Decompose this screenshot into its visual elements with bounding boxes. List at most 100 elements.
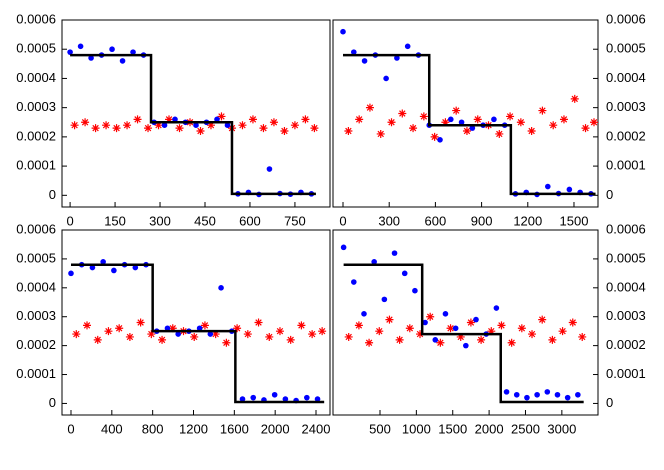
blue-point [491,116,497,123]
red-star [495,129,504,138]
red-star [549,121,558,130]
blue-point [304,394,310,401]
red-star [259,124,268,133]
blue-point [412,287,418,294]
red-star [409,124,418,133]
red-star [538,315,547,324]
plot-frame [61,229,331,416]
blue-point [469,125,476,131]
x-tick-label: 1200 [179,421,208,436]
red-star [165,115,174,124]
blue-point [130,49,136,55]
y-tick-label: 0.0005 [16,250,56,265]
x-tick-label: 1000 [402,421,431,436]
plot-frame [61,19,331,208]
red-star [200,321,209,330]
red-star [477,335,486,344]
blue-point [89,264,96,271]
red-star [222,338,231,347]
y-tick-label: 0.0002 [16,128,56,143]
red-star [72,330,81,339]
x-tick-label: 2400 [302,421,331,436]
x-tick-label: 600 [239,213,261,228]
red-star [355,115,364,124]
x-tick-label: 1600 [220,421,249,436]
red-star [238,121,247,130]
red-star [93,335,102,344]
blue-point [350,49,357,55]
red-star [297,321,306,330]
y-tick-label: 0.0002 [606,337,646,352]
blue-point [394,55,400,61]
blue-point [196,325,203,332]
red-star [385,315,394,324]
x-tick-label: 0 [339,213,346,228]
x-tick-label: 150 [104,213,126,228]
red-star [452,106,461,115]
step-line [70,263,325,404]
red-star [538,106,547,115]
y-tick-label: 0.0001 [606,366,646,381]
blue-point [111,267,117,274]
blue-point [524,394,530,401]
blue-point [473,316,479,323]
y-tick-label: 0.0005 [606,41,646,56]
red-star [133,115,142,124]
red-star [344,127,353,136]
red-star [507,338,516,347]
blue-point [218,285,224,291]
red-star [280,127,289,136]
blue-point [119,58,126,64]
blue-point [161,122,168,128]
red-star [275,327,284,336]
red-star [154,121,163,130]
y-tick-label: 0 [49,395,56,410]
blue-point [340,244,347,251]
blue-point [575,391,581,398]
blue-point [493,305,500,311]
blue-point [422,319,428,326]
y-tick-label: 0.0005 [16,41,56,56]
x-tick-label: 300 [149,213,171,228]
x-tick-label: 1200 [513,213,542,228]
x-tick-label: 300 [378,213,400,228]
x-tick-label: 900 [471,213,493,228]
x-tick-label: 400 [101,421,123,436]
plot-frame [332,229,599,416]
blue-point [266,166,273,172]
red-star [265,332,274,341]
red-star [115,324,124,333]
y-tick-label: 0.0001 [16,366,56,381]
blue-point [271,391,278,398]
x-tick-label: 750 [284,213,306,228]
red-star [517,324,526,333]
x-tick-label: 450 [194,213,216,228]
red-star [570,94,579,103]
blue-point [207,331,214,337]
red-star [516,118,525,127]
red-star [568,318,577,327]
step-line [70,53,316,196]
x-tick-label: 3000 [547,421,576,436]
blue-point [193,122,199,128]
y-tick-label: 0.0002 [606,128,646,143]
blue-point [164,325,171,332]
blue-point [391,250,398,256]
red-star [441,118,450,127]
red-star [398,109,407,118]
blue-point [404,43,411,50]
blue-point [442,311,449,317]
red-star [527,127,536,136]
y-tick-label: 0 [49,187,56,202]
red-star [354,321,363,330]
red-star [81,118,90,127]
red-star [211,330,220,339]
x-tick-label: 1500 [438,421,467,436]
y-tick-label: 0.0002 [16,337,56,352]
red-star [405,324,414,333]
red-star [473,115,482,124]
red-star [269,118,278,127]
red-star [466,318,475,327]
